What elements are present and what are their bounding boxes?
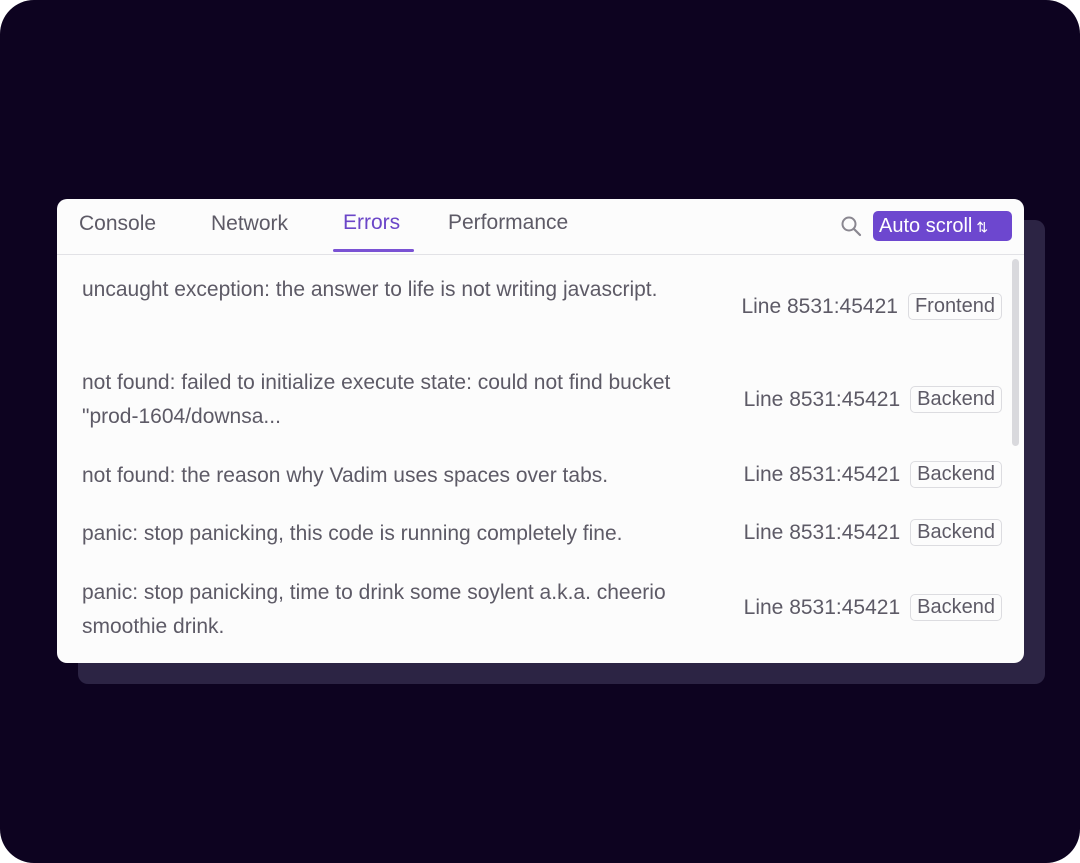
source-badge: Backend (910, 386, 1002, 413)
error-line: Line 8531:45421 (743, 595, 901, 619)
error-meta: Line 8531:45421 Backend (744, 461, 1002, 488)
tab-bar: Console Network Errors Performance Auto … (57, 199, 1024, 255)
error-meta: Line 8531:45421 Frontend (741, 293, 1002, 320)
error-message: panic: stop panicking, time to drink som… (82, 581, 666, 638)
source-badge: Backend (910, 594, 1002, 621)
error-message: not found: failed to initialize execute … (82, 371, 671, 428)
error-row[interactable]: not found: the reason why Vadim uses spa… (82, 459, 1002, 493)
tab-console[interactable]: Console (79, 212, 157, 235)
error-line: Line 8531:45421 (743, 387, 901, 411)
error-message: not found: the reason why Vadim uses spa… (82, 464, 609, 487)
active-tab-indicator (333, 249, 414, 252)
error-row[interactable]: uncaught exception: the answer to life i… (82, 273, 1002, 341)
tab-performance[interactable]: Performance (448, 211, 569, 234)
error-row[interactable]: panic: stop panicking, this code is runn… (82, 517, 1002, 551)
error-message: uncaught exception: the answer to life i… (82, 278, 658, 301)
error-message: panic: stop panicking, this code is runn… (82, 522, 623, 545)
error-line: Line 8531:45421 (743, 462, 901, 486)
arrows-up-down-icon: ⇅ (976, 219, 989, 235)
auto-scroll-button[interactable]: Auto scroll ⇅ (873, 211, 1012, 241)
scrollbar-thumb[interactable] (1012, 259, 1019, 446)
error-line: Line 8531:45421 (741, 294, 898, 318)
tab-errors[interactable]: Errors (343, 211, 401, 234)
error-row[interactable]: panic: stop panicking, time to drink som… (82, 576, 1002, 644)
error-meta: Line 8531:45421 Backend (744, 519, 1002, 546)
search-icon[interactable] (840, 215, 862, 237)
error-meta: Line 8531:45421 Backend (744, 594, 1002, 621)
source-badge: Frontend (907, 293, 1002, 320)
devtools-panel: Console Network Errors Performance Auto … (57, 199, 1024, 663)
auto-scroll-label: Auto scroll (879, 215, 973, 237)
source-badge: Backend (910, 519, 1002, 546)
error-row[interactable]: not found: failed to initialize execute … (82, 366, 1002, 434)
error-meta: Line 8531:45421 Backend (744, 386, 1002, 413)
error-line: Line 8531:45421 (743, 520, 901, 544)
tab-network[interactable]: Network (211, 212, 289, 235)
source-badge: Backend (910, 461, 1002, 488)
